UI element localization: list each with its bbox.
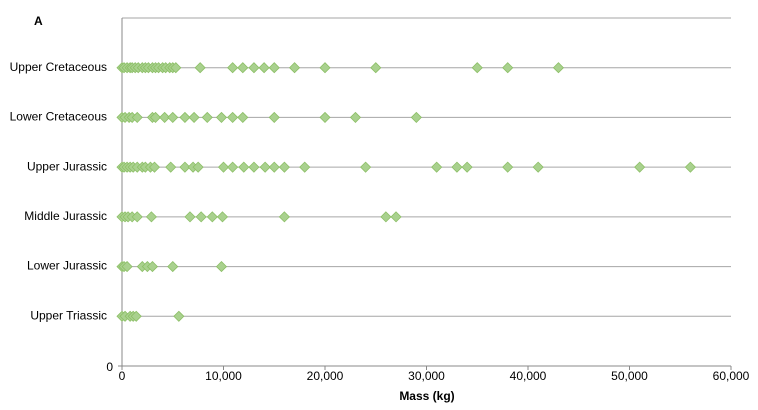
point [278, 211, 290, 223]
point [410, 111, 422, 123]
point [184, 211, 196, 223]
point [131, 211, 143, 223]
point [238, 161, 250, 173]
point [268, 62, 280, 74]
point [380, 211, 392, 223]
point [227, 62, 239, 74]
point [145, 211, 158, 223]
point [146, 261, 159, 273]
point [227, 111, 239, 123]
point [195, 211, 207, 223]
y-category-label: Lower Cretaceous [10, 110, 107, 124]
point [634, 161, 646, 173]
x-tick-label: 0 [119, 369, 126, 383]
point [149, 111, 162, 123]
point [390, 211, 402, 223]
point [319, 62, 331, 74]
point [360, 161, 372, 173]
point [349, 111, 362, 123]
point [299, 161, 311, 173]
point [237, 111, 249, 123]
point [217, 161, 230, 173]
x-tick-label: 10,000 [205, 369, 242, 383]
point [237, 62, 249, 74]
point [461, 161, 473, 173]
point [431, 161, 443, 173]
point [121, 261, 133, 273]
point [216, 211, 229, 223]
point [227, 161, 239, 173]
point [167, 261, 179, 273]
point [684, 161, 696, 173]
point [167, 111, 179, 123]
point [258, 62, 270, 74]
point [192, 161, 204, 173]
point [268, 161, 280, 173]
y-category-label: Upper Cretaceous [10, 60, 107, 74]
point [215, 261, 228, 273]
y-category-label: Lower Jurassic [27, 259, 107, 273]
point [206, 211, 218, 223]
point [268, 111, 280, 123]
point [173, 310, 185, 322]
point [201, 111, 213, 123]
point [248, 62, 260, 74]
point [471, 62, 483, 74]
point [259, 161, 271, 173]
point [194, 62, 206, 74]
point [130, 310, 142, 322]
point [502, 62, 514, 74]
point [165, 161, 177, 173]
point [451, 161, 463, 173]
point [179, 161, 191, 173]
point [170, 62, 182, 74]
point [370, 62, 382, 74]
y-tick-label: 0 [106, 360, 113, 374]
point [159, 111, 171, 123]
point [278, 161, 290, 173]
point [248, 161, 260, 173]
point [288, 62, 301, 74]
y-category-label: Upper Triassic [30, 308, 107, 322]
point [502, 161, 514, 173]
panel-label: A [34, 14, 43, 28]
point [148, 161, 161, 173]
x-tick-label: 20,000 [307, 369, 344, 383]
x-tick-label: 60,000 [713, 369, 750, 383]
point [319, 111, 331, 123]
x-axis-title: Mass (kg) [399, 389, 454, 403]
point [131, 111, 143, 123]
y-category-label: Middle Jurassic [24, 209, 107, 223]
point [188, 111, 200, 123]
x-tick-label: 50,000 [611, 369, 648, 383]
point [532, 161, 544, 173]
point [552, 62, 565, 74]
point [215, 111, 228, 123]
x-tick-label: 40,000 [510, 369, 547, 383]
x-tick-label: 30,000 [408, 369, 445, 383]
point [179, 111, 191, 123]
y-category-label: Upper Jurassic [27, 159, 107, 173]
